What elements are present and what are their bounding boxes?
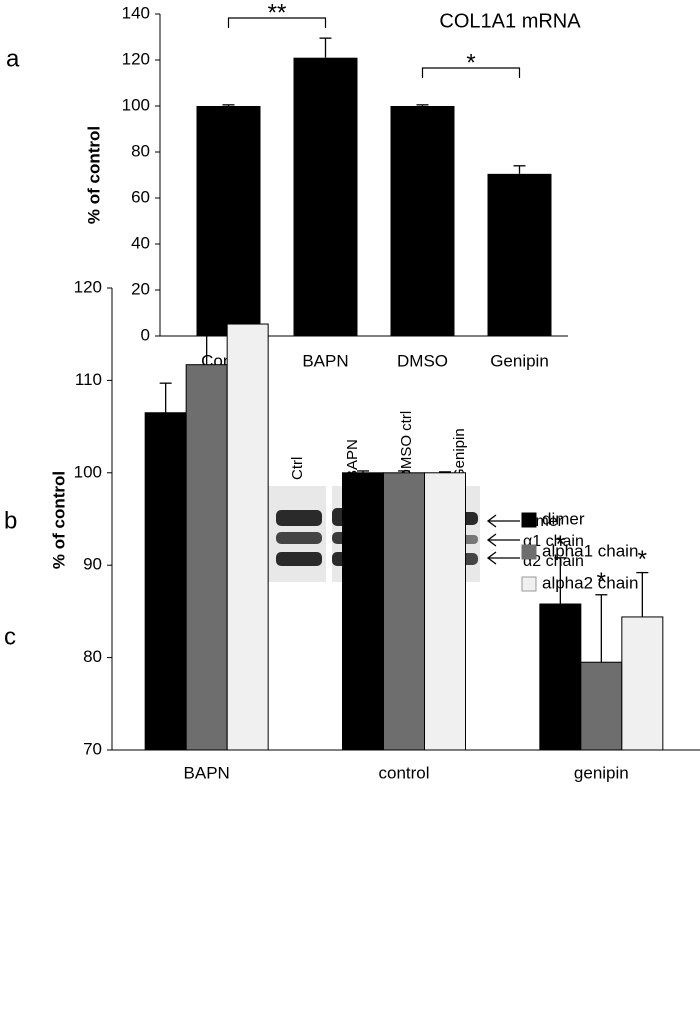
y-tick-label: 70 xyxy=(83,739,102,758)
legend-swatch xyxy=(521,544,537,560)
y-tick-label: 20 xyxy=(131,279,150,298)
bar xyxy=(487,173,552,336)
y-tick-label: 0 xyxy=(141,325,150,344)
y-tick-label: 120 xyxy=(74,277,102,296)
significance-bracket xyxy=(421,67,521,78)
bar xyxy=(424,472,466,751)
bar xyxy=(539,603,582,751)
x-tick-label: control xyxy=(378,763,429,782)
x-tick-label: genipin xyxy=(574,763,629,782)
significance-label: * xyxy=(202,308,211,335)
y-tick-label: 80 xyxy=(131,141,150,160)
chart-title: COL1A1 mRNA xyxy=(439,10,581,32)
y-tick-label: 80 xyxy=(83,647,102,666)
significance-label: * xyxy=(597,568,606,595)
legend-label: alpha1 chain xyxy=(542,541,638,560)
y-tick-label: 40 xyxy=(131,233,150,252)
y-tick-label: 60 xyxy=(131,187,150,206)
x-tick-label: Genipin xyxy=(490,351,549,370)
bar xyxy=(580,661,623,751)
lane-label: BAPN xyxy=(344,439,361,480)
y-tick-label: 140 xyxy=(122,3,150,22)
band-label: α1 chain xyxy=(523,533,584,550)
lane-label: DMSO ctrl xyxy=(398,411,415,480)
band-arrows xyxy=(486,514,520,565)
bar xyxy=(196,106,261,336)
significance-bracket xyxy=(227,17,327,28)
y-axis-label: % of control xyxy=(84,126,103,224)
x-tick-label: DMSO xyxy=(397,351,448,370)
bar xyxy=(144,412,187,751)
lane-label: Genipin xyxy=(451,428,468,480)
bar xyxy=(185,364,228,751)
x-tick-label: BAPN xyxy=(184,763,230,782)
bar xyxy=(293,57,358,336)
y-tick-label: 110 xyxy=(75,370,102,389)
significance-label: * xyxy=(638,546,647,573)
significance-label: * xyxy=(556,531,565,558)
bar xyxy=(226,323,269,751)
y-tick-label: 90 xyxy=(83,555,102,574)
bar xyxy=(342,472,384,751)
bar xyxy=(390,106,455,336)
bar xyxy=(621,616,664,751)
panel-label: c xyxy=(4,623,16,650)
y-tick-label: 120 xyxy=(122,49,150,68)
significance-label: ** xyxy=(268,0,287,26)
lane-label: Ctrl xyxy=(289,457,306,480)
band-label: α2 chain xyxy=(523,553,584,570)
y-tick-label: 100 xyxy=(122,95,150,114)
bar xyxy=(383,472,425,751)
y-tick-label: 100 xyxy=(74,462,102,481)
panel-label: b xyxy=(4,507,17,534)
legend-swatch xyxy=(521,576,537,592)
x-tick-label: BAPN xyxy=(302,351,348,370)
legend-swatch xyxy=(521,512,537,528)
panel-label: a xyxy=(6,45,20,72)
significance-label: * xyxy=(243,259,252,286)
legend-label: alpha2 chain xyxy=(542,573,638,592)
legend-label: dimer xyxy=(542,509,585,528)
y-axis-label: % of control xyxy=(49,471,68,569)
significance-label: * xyxy=(466,49,475,76)
